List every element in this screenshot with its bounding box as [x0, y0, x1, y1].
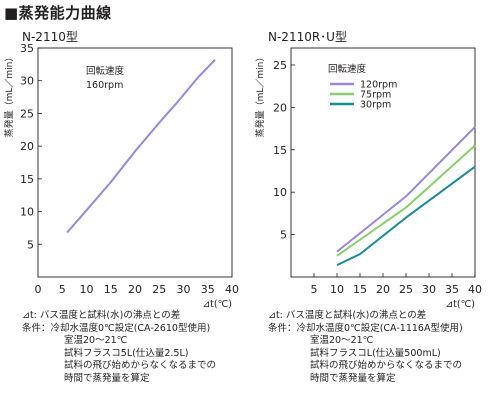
- x-tick-label: 35: [201, 283, 215, 296]
- x-tick-label: 20: [376, 283, 390, 296]
- x-tick-label: 40: [225, 283, 239, 296]
- note-line: ⊿t: バス温度と試料(水)の沸点との差: [268, 310, 427, 321]
- series-line-30rpm: [336, 165, 476, 267]
- note-line: 試料フラスコ5L(仕込量2.5L): [64, 347, 189, 359]
- note-line: 時間で蒸発量を算定: [310, 372, 396, 384]
- x-tick-label: 25: [152, 283, 166, 296]
- legend-title: 回転速度: [86, 65, 125, 77]
- right-chart-notes: ⊿t: バス温度と試料(水)の沸点との差 条件：冷却水温度0℃設定(CA-111…: [268, 310, 463, 385]
- y-tick-label: 10: [20, 206, 34, 219]
- x-tick-label: 40: [468, 283, 482, 296]
- x-tick-label: 30: [177, 283, 191, 296]
- x-tick-label: 25: [399, 283, 413, 296]
- left-chart-notes: ⊿t: バス温度と試料(水)の沸点との差 条件：冷却水温度0℃設定(CA-261…: [22, 310, 216, 385]
- note-line: 条件：冷却水温度0℃設定(CA-2610型使用): [22, 322, 211, 334]
- left-chart-title: N-2110型: [22, 30, 78, 44]
- note-line: 試料の飛び始めからなくなるまでの: [64, 360, 217, 371]
- series-line-75rpm: [336, 144, 476, 257]
- y-tick-label: 10: [273, 186, 287, 199]
- y-tick-label: 5: [280, 229, 287, 242]
- legend-item-label: 30rpm: [360, 100, 391, 111]
- x-tick-label: 5: [311, 283, 318, 296]
- y-tick-label: 15: [20, 173, 34, 186]
- note-line: 室温20～21℃: [64, 335, 128, 346]
- y-tick-label: 35: [20, 42, 34, 55]
- note-line: 試料の飛び始めからなくなるまでの: [310, 360, 463, 371]
- note-line: 試料フラスコL(仕込量500mL): [310, 347, 441, 359]
- x-tick-label: 15: [353, 283, 367, 296]
- y-tick-label: 15: [273, 144, 287, 157]
- x-tick-label: 35: [445, 283, 459, 296]
- note-line: ⊿t: バス温度と試料(水)の沸点との差: [22, 310, 181, 321]
- plot-frame: [37, 47, 233, 278]
- series-line-120rpm: [336, 126, 476, 253]
- x-tick-label: 0: [35, 283, 42, 296]
- legend-item-label: 75rpm: [360, 90, 391, 101]
- y-tick-label: 30: [20, 75, 34, 88]
- y-axis-label: 蒸発量（mL／min）: [254, 53, 266, 138]
- x-tick-label: 30: [422, 283, 436, 296]
- y-axis-label: 蒸発量（mL／min）: [3, 53, 15, 138]
- page-title: ■蒸発能力曲線: [4, 4, 112, 22]
- x-tick-label: 10: [330, 283, 344, 296]
- y-tick-label: 20: [273, 101, 287, 114]
- legend-item-label: 120rpm: [360, 80, 397, 91]
- x-tick-label: 5: [59, 283, 66, 296]
- y-tick-label: 5: [27, 238, 34, 251]
- note-line: 時間で蒸発量を算定: [64, 372, 150, 384]
- y-tick-label: 20: [20, 140, 34, 153]
- legend-item-label: 160rpm: [86, 80, 123, 91]
- x-axis-label: ⊿t(℃): [445, 299, 475, 310]
- y-tick-label: 25: [20, 107, 34, 120]
- x-tick-label: 15: [104, 283, 118, 296]
- series-line-160rpm: [66, 59, 216, 234]
- note-line: 条件：冷却水温度0℃設定(CA-1116A型使用): [268, 322, 463, 334]
- x-tick-label: 10: [80, 283, 94, 296]
- legend-title: 回転速度: [328, 63, 367, 75]
- y-tick-label: 25: [273, 59, 287, 72]
- x-tick-label: 20: [128, 283, 142, 296]
- x-axis-label: ⊿t(℃): [202, 299, 232, 310]
- note-line: 室温20～21℃: [310, 335, 374, 346]
- right-chart-title: N-2110R･U型: [268, 30, 347, 44]
